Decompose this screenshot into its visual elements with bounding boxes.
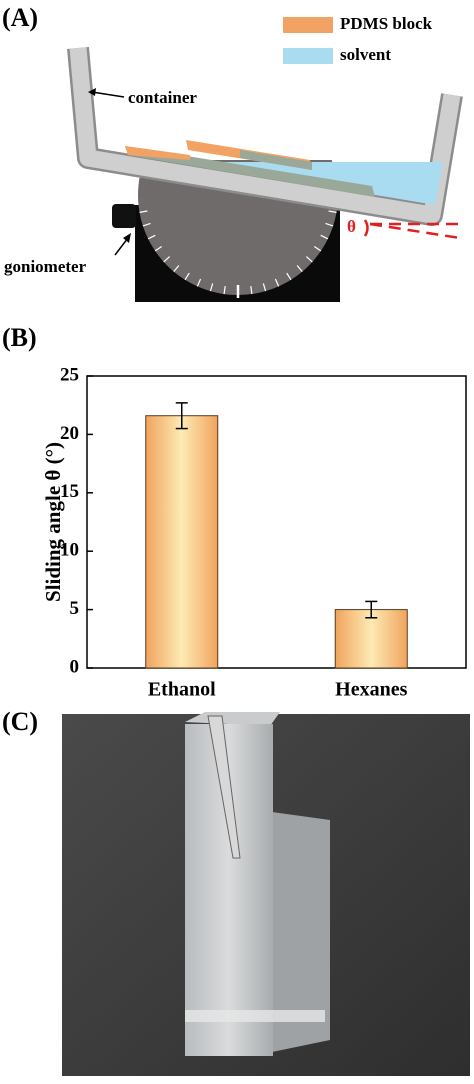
dial-tick <box>184 272 190 281</box>
y-tick-label: 5 <box>70 598 80 619</box>
y-tick-label: 15 <box>60 481 79 502</box>
y-tick-label: 10 <box>60 540 79 561</box>
angle-arc <box>363 219 369 237</box>
dial-tick <box>262 283 267 292</box>
dial-tick <box>305 256 313 263</box>
photo <box>62 712 470 1076</box>
legend-swatch <box>283 48 333 64</box>
dial-tick <box>142 222 151 227</box>
dial-tick <box>154 245 163 252</box>
plot-frame <box>86 375 467 669</box>
dial-tick <box>325 222 334 227</box>
angle-label: θ <box>347 217 356 236</box>
goniometer-label: goniometer <box>4 257 87 276</box>
container-label: container <box>128 88 197 107</box>
bar-chart: 0 5 10 15 20 25 Ethanol Hexanes <box>60 364 467 701</box>
dial-tick <box>320 234 329 240</box>
arrow-head <box>123 233 131 243</box>
arrow <box>91 91 125 98</box>
dial-tick <box>286 272 292 281</box>
angle-line <box>369 222 461 240</box>
pdms-block-immersed <box>240 150 312 170</box>
dial-tick <box>163 256 171 263</box>
legend-label: solvent <box>340 45 391 64</box>
panel-label: (A) <box>2 3 38 32</box>
back-block <box>272 812 330 1052</box>
highlight <box>185 1010 325 1022</box>
panel-label: (C) <box>2 707 38 736</box>
y-axis-label: Sliding angle θ (°) <box>41 442 65 602</box>
dial-tick <box>328 210 337 213</box>
dial-tick <box>296 265 303 272</box>
arrow-head <box>88 88 96 96</box>
y-tick-label: 25 <box>60 364 79 385</box>
bar <box>334 609 408 669</box>
container <box>69 47 461 224</box>
dial-tick <box>250 286 253 295</box>
y-tick-label: 20 <box>60 423 79 444</box>
legend-label: PDMS block <box>340 14 433 33</box>
dial-tick <box>147 234 156 240</box>
dial-tick <box>196 278 202 287</box>
x-tick-label: Hexanes <box>335 679 407 701</box>
tweezers <box>207 715 241 859</box>
arrow <box>114 237 129 256</box>
pdms-block <box>125 146 190 160</box>
dial-tick <box>223 286 226 295</box>
dial-tick <box>313 245 322 252</box>
legend-swatch <box>283 17 333 33</box>
dial-tick <box>209 283 214 292</box>
dial-tick <box>173 265 180 272</box>
dial-tick <box>274 278 280 287</box>
y-tick-label: 0 <box>70 656 80 677</box>
dial-tick <box>139 210 148 213</box>
panel-label: (B) <box>2 323 37 352</box>
bar <box>145 415 219 669</box>
goniometer-knob <box>112 204 136 228</box>
x-tick-label: Ethanol <box>148 679 216 701</box>
